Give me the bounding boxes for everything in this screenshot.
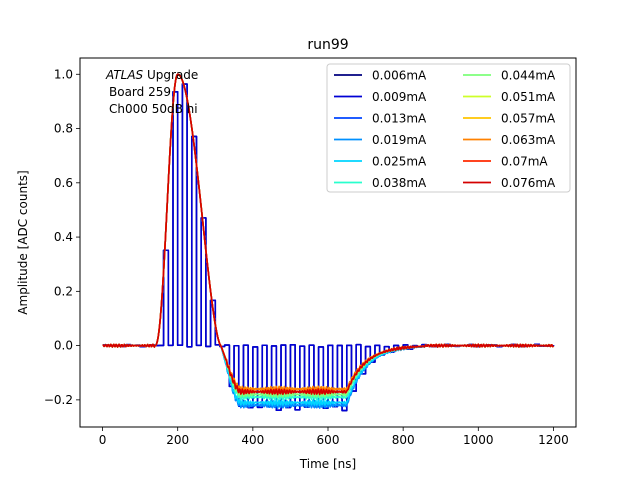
x-tick-label: 600 [317, 433, 340, 447]
y-axis-ticks: −0.2 0.0 0.2 0.4 0.6 0.8 1.0 [44, 67, 80, 407]
x-tick-label: 400 [241, 433, 264, 447]
x-axis-ticks: 0 200 400 600 800 1000 1200 [99, 427, 569, 447]
legend-label: 0.063mA [501, 133, 556, 147]
x-tick-label: 0 [99, 433, 107, 447]
y-axis-label: Amplitude [ADC counts] [16, 170, 30, 314]
legend-label: 0.013mA [372, 112, 427, 126]
x-tick-label: 1000 [463, 433, 494, 447]
x-tick-label: 800 [392, 433, 415, 447]
annotation-line-2: Board 259 [109, 85, 171, 99]
legend: 0.006mA 0.009mA 0.013mA 0.019mA 0.025mA 0.038… [326, 63, 571, 193]
legend-label: 0.025mA [372, 155, 427, 169]
y-tick-label: 0.4 [54, 230, 73, 244]
legend-label: 0.051mA [501, 90, 556, 104]
annotation-line-1: ATLAS Upgrade [105, 68, 198, 82]
annotation: ATLAS Upgrade Board 259 Ch000 50dB hi [105, 68, 198, 116]
chart-title: run99 [307, 37, 348, 53]
y-tick-label: 0.6 [54, 176, 73, 190]
legend-frame [326, 63, 571, 193]
x-tick-label: 1200 [538, 433, 569, 447]
series-layer [102, 73, 555, 412]
legend-label: 0.006mA [372, 69, 427, 83]
y-tick-label: 0.8 [54, 122, 73, 136]
y-tick-label: 0.2 [54, 284, 73, 298]
y-tick-label: −0.2 [44, 393, 73, 407]
annotation-line-3: Ch000 50dB hi [109, 102, 198, 116]
legend-label: 0.07mA [501, 155, 548, 169]
legend-label: 0.038mA [372, 176, 427, 190]
y-tick-label: 1.0 [54, 67, 73, 81]
annotation-atlas: ATLAS [105, 68, 144, 82]
annotation-upgrade: Upgrade [143, 68, 198, 82]
x-tick-label: 200 [166, 433, 189, 447]
legend-label: 0.044mA [501, 69, 556, 83]
legend-label: 0.009mA [372, 90, 427, 104]
y-tick-label: 0.0 [54, 339, 73, 353]
series-line-0.076mA [102, 73, 554, 396]
legend-label: 0.057mA [501, 112, 556, 126]
legend-items: 0.006mA 0.009mA 0.013mA 0.019mA 0.025mA 0.038… [334, 69, 556, 190]
legend-label: 0.076mA [501, 176, 556, 190]
x-axis-label: Time [ns] [299, 457, 356, 471]
legend-label: 0.019mA [372, 133, 427, 147]
